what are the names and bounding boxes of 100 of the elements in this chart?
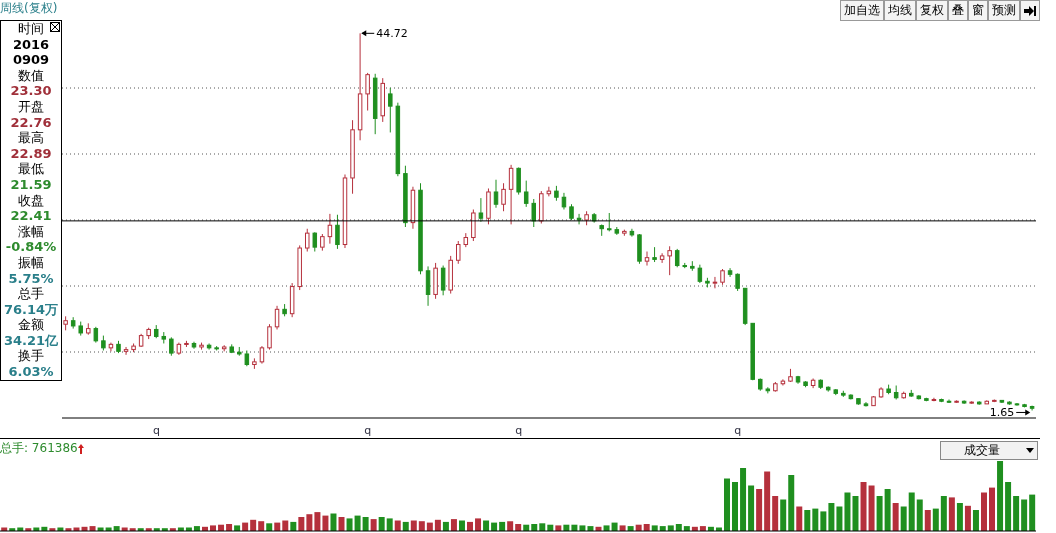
candlestick bbox=[312, 231, 318, 253]
bar bbox=[780, 499, 787, 531]
bar bbox=[354, 515, 361, 531]
candlestick bbox=[712, 276, 718, 289]
bar bbox=[989, 487, 996, 531]
text: 5.75% bbox=[7, 270, 55, 287]
text: 时间 bbox=[17, 21, 45, 37]
candlestick bbox=[780, 378, 786, 386]
text: 34.21亿 bbox=[2, 332, 60, 349]
bar bbox=[812, 508, 819, 531]
bar bbox=[796, 506, 803, 531]
candlestick bbox=[508, 164, 514, 225]
chart-title: 总手: 761386 bbox=[0, 440, 78, 457]
candlestick bbox=[305, 228, 310, 253]
bar bbox=[900, 506, 907, 531]
x-tick-label: q bbox=[515, 423, 523, 437]
bar bbox=[828, 503, 835, 531]
bar bbox=[964, 505, 971, 531]
bar bbox=[852, 496, 859, 531]
bar bbox=[434, 519, 441, 531]
annotation: 44.72 bbox=[376, 27, 408, 41]
text: 22.89 bbox=[9, 145, 53, 162]
bar bbox=[804, 510, 811, 531]
bar bbox=[1013, 496, 1020, 531]
candlestick bbox=[516, 166, 521, 196]
bar bbox=[820, 511, 827, 531]
bar bbox=[892, 503, 899, 531]
text: 复权 bbox=[916, 0, 948, 21]
text: 76.14万 bbox=[2, 301, 60, 318]
candlestick bbox=[365, 72, 370, 112]
bar bbox=[507, 521, 514, 531]
text: 数值 bbox=[17, 67, 45, 84]
bar bbox=[1029, 494, 1036, 531]
bar bbox=[884, 489, 891, 531]
candlestick bbox=[327, 213, 333, 245]
bar bbox=[346, 518, 353, 531]
candlestick bbox=[388, 87, 393, 133]
candlestick bbox=[335, 214, 340, 250]
bar bbox=[748, 485, 755, 531]
bar bbox=[314, 512, 321, 531]
text: 最高 bbox=[17, 130, 45, 146]
bar bbox=[732, 482, 739, 531]
candlestick bbox=[674, 248, 680, 268]
candlestick bbox=[659, 252, 665, 264]
bar bbox=[330, 513, 337, 531]
dropdown-field: 成交量 bbox=[940, 441, 1038, 460]
bar bbox=[250, 519, 257, 531]
x-tick-label: q bbox=[152, 423, 160, 437]
text: 23.30 bbox=[9, 83, 53, 99]
bar bbox=[788, 475, 795, 531]
bar bbox=[997, 461, 1004, 531]
bar bbox=[386, 518, 393, 531]
bar bbox=[1005, 482, 1012, 531]
bar bbox=[836, 506, 843, 531]
bar bbox=[1021, 499, 1028, 531]
text: 换手 bbox=[17, 348, 45, 365]
candlestick bbox=[425, 265, 431, 307]
text: 均线 bbox=[884, 0, 916, 21]
bar bbox=[940, 496, 947, 531]
text: 6.03% bbox=[7, 364, 55, 380]
bar bbox=[338, 517, 345, 531]
text: 21.59 bbox=[9, 176, 53, 193]
candlestick bbox=[863, 401, 869, 408]
text: 开盘 bbox=[17, 98, 45, 115]
text: 叠 bbox=[948, 0, 968, 21]
bar bbox=[475, 518, 482, 531]
bar bbox=[876, 496, 883, 531]
text: 22.76 bbox=[9, 114, 53, 131]
annotation: 1.65 bbox=[989, 406, 1015, 420]
candlestick bbox=[123, 346, 129, 356]
chart-title: 周线(复权) bbox=[0, 0, 58, 17]
candlestick bbox=[523, 180, 529, 208]
candlestick bbox=[697, 264, 703, 284]
candlestick bbox=[440, 265, 446, 296]
text: 涨幅 bbox=[17, 223, 45, 240]
bar bbox=[724, 478, 730, 531]
text: 振幅 bbox=[17, 254, 45, 271]
text: 金额 bbox=[17, 317, 44, 333]
candlestick bbox=[644, 251, 650, 267]
bar bbox=[450, 519, 457, 531]
candlestick bbox=[478, 197, 484, 223]
bar bbox=[916, 499, 923, 531]
bar bbox=[932, 508, 939, 531]
bar bbox=[956, 503, 963, 531]
x-tick-label: q bbox=[734, 423, 742, 437]
bar bbox=[868, 485, 875, 531]
bar bbox=[772, 496, 779, 531]
bar bbox=[756, 489, 763, 531]
bar bbox=[844, 492, 851, 531]
bar bbox=[418, 521, 425, 531]
candlestick bbox=[169, 336, 174, 357]
bar bbox=[370, 519, 377, 531]
bar bbox=[539, 523, 546, 531]
text: 总手 bbox=[17, 286, 45, 302]
candlestick bbox=[456, 240, 461, 265]
bar bbox=[860, 482, 867, 531]
bar bbox=[378, 517, 385, 531]
x-tick-label: q bbox=[364, 423, 372, 437]
text: 预测 bbox=[988, 0, 1020, 21]
bar bbox=[298, 517, 305, 531]
